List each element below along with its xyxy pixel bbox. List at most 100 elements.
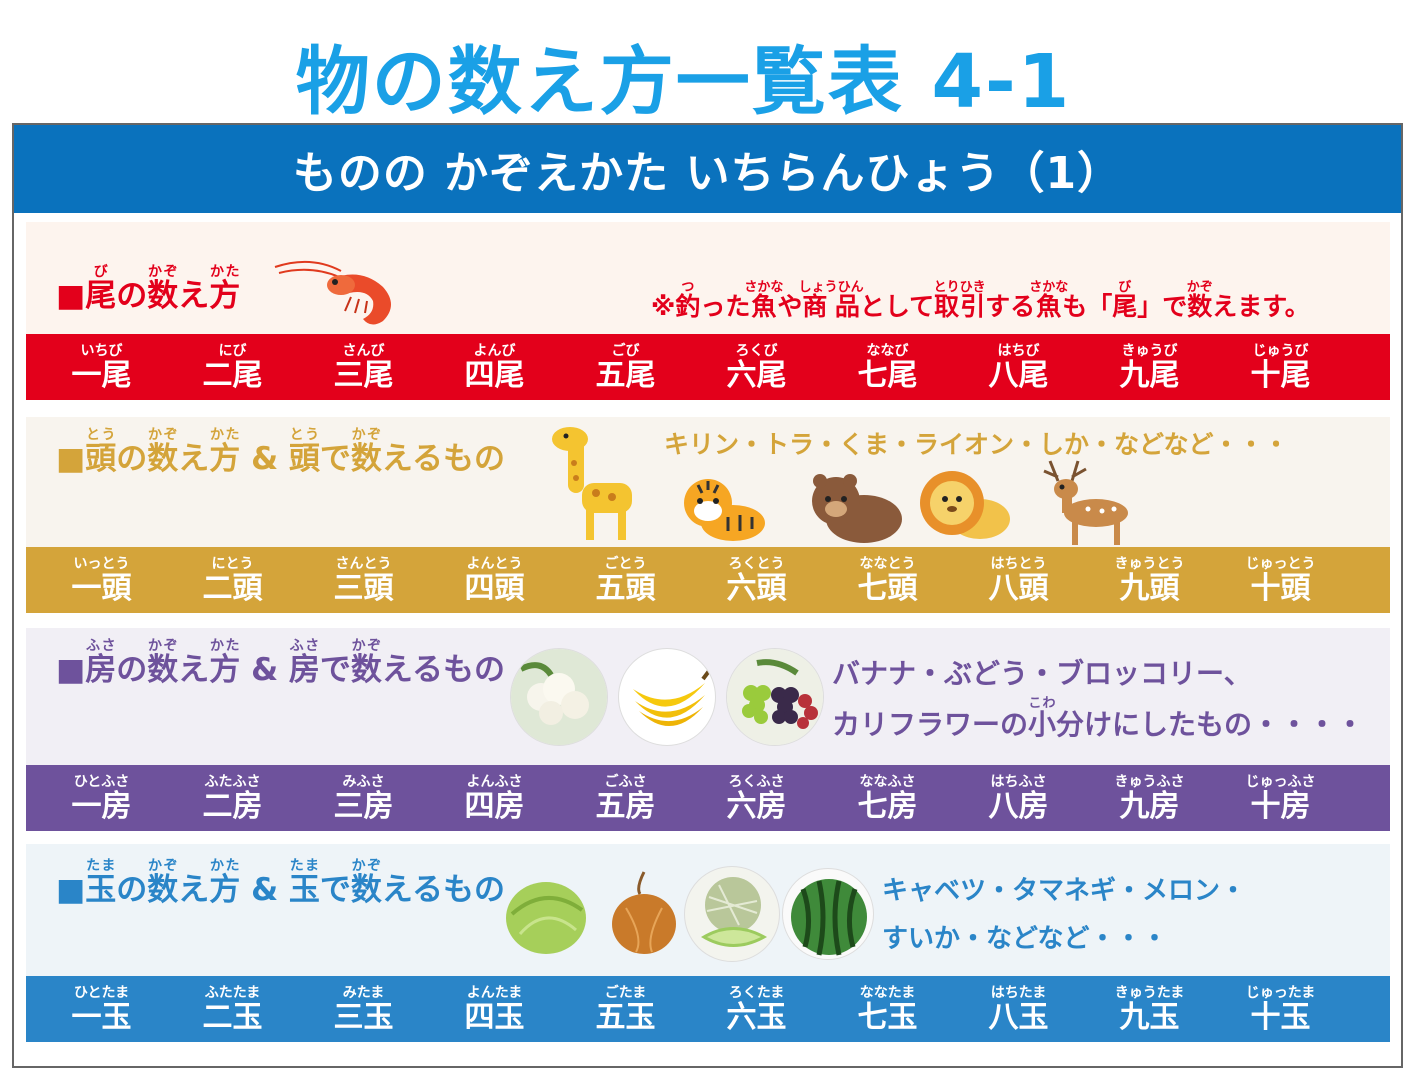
text-run: 」で	[1137, 292, 1188, 321]
counter-bar-bi: いちび 一尾 にび 二尾 さんび 三尾 よんび 四尾 ごび 五尾 ろくび 六尾 ななび 七尾 はちび 八尾 きゅ…	[26, 334, 1390, 400]
counter-reading: はちたま	[990, 984, 1047, 1001]
counter-kanji: 十玉	[1250, 999, 1311, 1035]
counter-item: きゅうとう 九頭	[1084, 557, 1215, 604]
ruby-word: 房ふさ	[85, 638, 117, 688]
text-run: え	[178, 278, 210, 314]
counter-item: ふたふさ 二房	[167, 775, 298, 822]
grapes-icon	[726, 648, 824, 746]
counter-kanji: 九尾	[1119, 357, 1180, 393]
counter-kanji: 五尾	[595, 357, 656, 393]
counter-item: にび 二尾	[167, 344, 298, 391]
counter-kanji: 一玉	[71, 999, 132, 1035]
counter-reading: にとう	[211, 555, 254, 572]
text-run: え	[178, 441, 210, 477]
ruby-word: 数かぞ	[350, 638, 382, 688]
ruby-word: 数かぞ	[350, 427, 382, 477]
counter-kanji: 八頭	[988, 570, 1049, 606]
section-bi: ■尾びの数かぞえ方かた ※釣つった魚さかなや商品しょうひんとして取引とりひきする…	[26, 222, 1390, 400]
counter-reading: ななふさ	[859, 773, 916, 790]
counter-kanji: 五玉	[595, 999, 656, 1035]
text-run: え	[178, 652, 210, 688]
counter-item: ごび 五尾	[560, 344, 691, 391]
counter-item: ななたま 七玉	[822, 986, 953, 1033]
counter-kanji: 三頭	[333, 570, 394, 606]
section-tama-note-1: キャベツ・タマネギ・メロン・	[882, 876, 1247, 906]
text-run: や	[777, 292, 803, 321]
counter-item: ひとふさ 一房	[36, 775, 167, 822]
tiger-icon	[684, 479, 765, 541]
ruby-word: 尾び	[85, 264, 117, 314]
deer-icon	[1043, 460, 1128, 545]
counter-item: よんとう 四頭	[429, 557, 560, 604]
text-run: &	[240, 872, 289, 908]
page-title: 物の数え方一覧表 4-1	[295, 39, 1072, 125]
ruby-word: 方かた	[209, 264, 241, 314]
counter-reading: ごたま	[604, 984, 647, 1001]
counter-reading: はちとう	[990, 555, 1047, 572]
counter-reading: ろくび	[735, 342, 778, 359]
counter-bar-tou: いっとう 一頭 にとう 二頭 さんとう 三頭 よんとう 四頭 ごとう 五頭 ろくとう 六頭 ななとう 七頭…	[26, 547, 1390, 613]
counter-kanji: 五頭	[595, 570, 656, 606]
text-run: &	[240, 652, 289, 688]
ruby-word: 房ふさ	[288, 638, 320, 688]
counter-kanji: 七尾	[857, 357, 918, 393]
counter-item: きゅうふさ 九房	[1084, 775, 1215, 822]
counter-kanji: 十頭	[1250, 570, 1311, 606]
lion-icon	[920, 471, 1010, 539]
counter-reading: ひとふさ	[73, 773, 130, 790]
counter-kanji: 四玉	[464, 999, 525, 1035]
counter-kanji: 四頭	[464, 570, 525, 606]
heading-text: 房ふさの数かぞえ方かた & 房ふさで数かぞえるもの	[85, 638, 505, 688]
ruby-word: 玉たま	[85, 858, 117, 908]
counter-reading: ひとたま	[73, 984, 130, 1001]
counter-item: はちび 八尾	[953, 344, 1084, 391]
counter-reading: にび	[218, 342, 247, 359]
onion-icon	[612, 871, 676, 954]
heading-mark: ■	[56, 441, 86, 477]
counter-item: ごふさ 五房	[560, 775, 691, 822]
counter-kanji: 六玉	[726, 999, 787, 1035]
ruby-word: 方かた	[209, 638, 241, 688]
text-run: で	[319, 652, 351, 688]
counter-item: じゅったま 十玉	[1215, 986, 1346, 1033]
counter-reading: じゅったま	[1245, 984, 1316, 1001]
counter-reading: はちふさ	[990, 773, 1047, 790]
counter-bar-fusa: ひとふさ 一房 ふたふさ 二房 みふさ 三房 よんふさ 四房 ごふさ 五房 ろくふさ 六房 ななふさ 七房…	[26, 765, 1390, 831]
text-run: で	[319, 441, 351, 477]
counter-item: さんとう 三頭	[298, 557, 429, 604]
counter-reading: きゅうび	[1121, 342, 1178, 359]
counter-item: ごたま 五玉	[560, 986, 691, 1033]
cauliflower-icon	[510, 648, 608, 746]
ruby-word: 数かぞ	[147, 638, 179, 688]
ruby-word: 数かぞ	[350, 858, 382, 908]
text-run: の	[116, 652, 148, 688]
counter-kanji: 一頭	[71, 570, 132, 606]
text-run: の	[116, 872, 148, 908]
counter-reading: さんび	[342, 342, 385, 359]
counter-item: にとう 二頭	[167, 557, 298, 604]
ruby-word: 商品しょうひん	[798, 280, 864, 321]
heading-text: 頭とうの数かぞえ方かた & 頭とうで数かぞえるもの	[85, 427, 505, 477]
text-run: も「	[1062, 292, 1113, 321]
counter-kanji: 六頭	[726, 570, 787, 606]
counter-reading: ごとう	[604, 555, 647, 572]
ruby-word: 数かぞ	[147, 858, 179, 908]
counter-item: きゅうたま 九玉	[1084, 986, 1215, 1033]
section-fusa-note-1: バナナ・ぶどう・ブロッコリー、	[832, 657, 1252, 690]
chart-frame: ものの かぞえかた いちらんひょう（1） ■尾びの数かぞえ方かた ※釣つった魚さ…	[12, 123, 1403, 1068]
text-run: カリフラワーの	[832, 708, 1029, 741]
counter-reading: いちび	[80, 342, 123, 359]
ruby-word: 釣つ	[675, 280, 701, 321]
counter-kanji: 六尾	[726, 357, 787, 393]
cabbage-icon	[506, 882, 586, 954]
counter-item: ふたたま 二玉	[167, 986, 298, 1033]
counter-item: ななふさ 七房	[822, 775, 953, 822]
counter-item: きゅうび 九尾	[1084, 344, 1215, 391]
banana-icon	[618, 648, 716, 746]
heading-mark: ■	[56, 652, 86, 688]
counter-item: ごとう 五頭	[560, 557, 691, 604]
counter-kanji: 八玉	[988, 999, 1049, 1035]
counter-kanji: 一尾	[71, 357, 132, 393]
section-tou-note: キリン・トラ・くま・ライオン・しか・などなど・・・	[664, 430, 1289, 459]
text-run: として	[859, 292, 935, 321]
